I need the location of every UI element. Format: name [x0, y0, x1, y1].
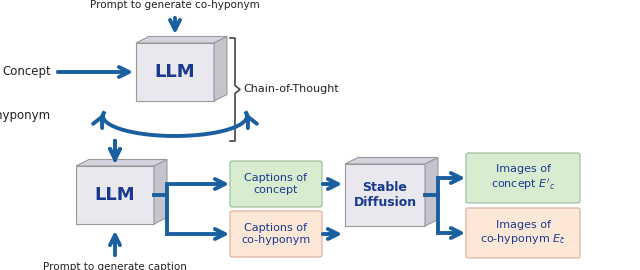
FancyBboxPatch shape	[466, 208, 580, 258]
Polygon shape	[76, 166, 154, 224]
Text: Prompt to generate co-hyponym: Prompt to generate co-hyponym	[90, 0, 260, 10]
FancyBboxPatch shape	[230, 161, 322, 207]
Polygon shape	[136, 43, 214, 101]
Polygon shape	[425, 157, 438, 226]
Text: Images of
co-hyponym $E_{\bar{c}}$: Images of co-hyponym $E_{\bar{c}}$	[480, 220, 566, 246]
Text: Co-hyponym: Co-hyponym	[0, 110, 51, 123]
Polygon shape	[214, 36, 227, 101]
Polygon shape	[154, 160, 167, 224]
Text: Images of
concept $E'_c$: Images of concept $E'_c$	[491, 164, 555, 192]
FancyBboxPatch shape	[230, 211, 322, 257]
Text: Captions of
co-hyponym: Captions of co-hyponym	[241, 223, 310, 245]
Text: LLM: LLM	[95, 186, 135, 204]
Text: Stable
Diffusion: Stable Diffusion	[353, 181, 417, 209]
Polygon shape	[345, 157, 438, 164]
Text: LLM: LLM	[155, 63, 195, 81]
Text: Captions of
concept: Captions of concept	[244, 173, 307, 195]
Text: Concept: Concept	[3, 66, 51, 79]
FancyBboxPatch shape	[466, 153, 580, 203]
Polygon shape	[76, 160, 167, 166]
Polygon shape	[136, 36, 227, 43]
Text: Prompt to generate caption: Prompt to generate caption	[43, 262, 187, 270]
Polygon shape	[345, 164, 425, 226]
Text: Chain-of-Thought: Chain-of-Thought	[243, 85, 339, 94]
